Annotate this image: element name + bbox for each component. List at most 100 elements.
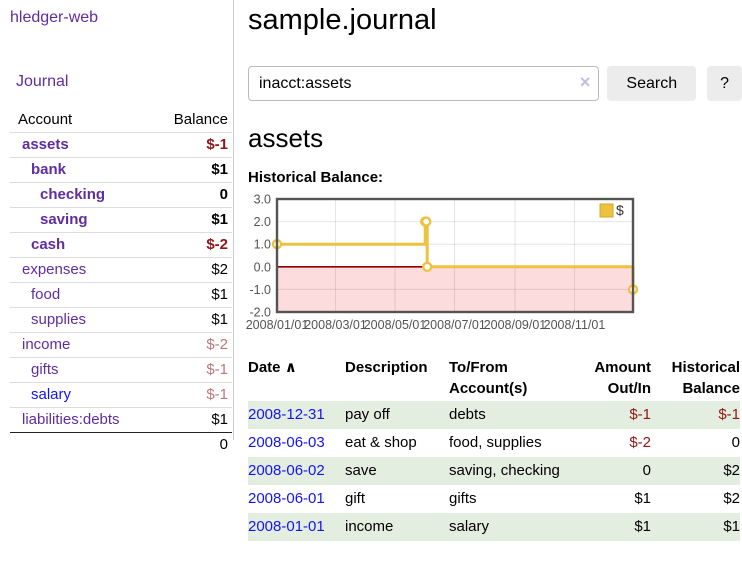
account-balance: 0 [219, 186, 228, 203]
account-balance: $1 [211, 311, 228, 328]
transaction-date-link[interactable]: 2008-01-01 [248, 518, 325, 535]
svg-text:2008/05/01: 2008/05/01 [364, 318, 427, 332]
svg-text:3.0: 3.0 [254, 193, 271, 207]
transaction-balance: 0 [731, 434, 740, 451]
transaction-row[interactable]: 2008-06-01 gift gifts $1 $2 [248, 485, 740, 513]
transaction-accounts: food, supplies [449, 434, 542, 451]
transaction-row[interactable]: 2008-06-02 save saving, checking 0 $2 [248, 457, 740, 485]
txn-col-date[interactable]: Date ∧ [248, 359, 297, 376]
transaction-balance: $1 [723, 518, 740, 535]
account-link[interactable]: salary [31, 386, 72, 403]
search-box: × [248, 66, 600, 101]
page-title: sample.journal [248, 4, 437, 36]
account-row: liabilities:debts $1 [10, 407, 232, 433]
account-link[interactable]: expenses [22, 261, 87, 278]
historical-balance-chart: $3.0 2.0 1.0 0.0 -1.0 -2.0 2008/01/01 2008/03/0… [246, 192, 742, 338]
sidebar-item-journal[interactable]: Journal [16, 73, 69, 90]
svg-text:2008/09/01: 2008/09/01 [484, 318, 547, 332]
transaction-description: gift [345, 490, 366, 507]
help-button[interactable]: ? [707, 66, 742, 101]
main-content: sample.journal × Search ? assets Histori… [246, 0, 742, 541]
transaction-amount: $1 [634, 518, 651, 535]
transaction-row[interactable]: 2008-01-01 income salary $1 $1 [248, 513, 740, 541]
app-title-link[interactable]: hledger-web [10, 9, 99, 26]
txn-col-amount: Amount Out/In [594, 359, 651, 397]
svg-text:2.0: 2.0 [254, 215, 271, 229]
account-row: income $-2 [10, 332, 232, 358]
account-heading: assets [248, 123, 324, 153]
accounts-col-account: Account [18, 111, 73, 128]
account-link[interactable]: assets [22, 136, 69, 153]
transaction-accounts: salary [449, 518, 490, 535]
account-row: expenses $2 [10, 257, 232, 283]
account-link[interactable]: cash [31, 236, 66, 253]
account-link[interactable]: checking [40, 186, 106, 203]
account-balance: $-1 [206, 361, 228, 378]
account-balance: $1 [211, 211, 228, 228]
accounts-total-value: 0 [219, 436, 228, 453]
svg-text:-2.0: -2.0 [249, 306, 271, 320]
transaction-amount: $1 [634, 490, 651, 507]
sidebar: hledger-web Journal Account Balance asse… [0, 0, 234, 453]
chart-title: Historical Balance: [248, 169, 384, 186]
account-row: food $1 [10, 282, 232, 308]
transactions-table: Date ∧ Description To/From Account(s) Am… [248, 355, 740, 541]
account-balance: $1 [211, 286, 228, 303]
transaction-description: income [345, 518, 394, 535]
txn-col-accounts: To/From Account(s) [449, 359, 528, 397]
sort-ascending-icon: ∧ [284, 359, 297, 376]
transaction-date-link[interactable]: 2008-06-02 [248, 462, 325, 479]
clear-search-icon[interactable]: × [579, 72, 591, 92]
chart-canvas: $3.0 2.0 1.0 0.0 -1.0 -2.02008/01/012008/03/0… [246, 193, 639, 332]
svg-text:1.0: 1.0 [254, 238, 271, 252]
svg-text:2008/11/01: 2008/11/01 [544, 318, 606, 332]
accounts-col-balance: Balance [173, 111, 228, 128]
search-input[interactable] [248, 66, 600, 101]
account-link[interactable]: income [22, 336, 71, 353]
transaction-description: save [345, 462, 377, 479]
txn-col-balance: Historical Balance [671, 359, 740, 397]
account-row: supplies $1 [10, 307, 232, 333]
account-balance: $2 [211, 261, 228, 278]
account-link[interactable]: food [31, 286, 61, 303]
account-row: gifts $-1 [10, 357, 232, 383]
txn-col-description: Description [345, 359, 428, 376]
transaction-date-link[interactable]: 2008-06-01 [248, 490, 325, 507]
transaction-row[interactable]: 2008-12-31 pay off debts $-1 $-1 [248, 401, 740, 429]
transaction-balance: $2 [723, 462, 740, 479]
transaction-amount: 0 [642, 462, 651, 479]
transaction-accounts: gifts [449, 490, 477, 507]
account-link[interactable]: supplies [31, 311, 87, 328]
account-balance: $1 [211, 411, 228, 428]
svg-text:-1.0: -1.0 [249, 283, 271, 297]
transaction-balance: $2 [723, 490, 740, 507]
account-balance: $-2 [206, 336, 228, 353]
transaction-description: pay off [345, 406, 390, 423]
account-row: saving $1 [10, 207, 232, 233]
account-link[interactable]: liabilities:debts [22, 411, 120, 428]
account-link[interactable]: gifts [31, 361, 59, 378]
transaction-amount: $-2 [629, 434, 651, 451]
account-row: cash $-2 [10, 232, 232, 258]
transaction-row[interactable]: 2008-06-03 eat & shop food, supplies $-2 0 [248, 429, 740, 457]
transaction-description: eat & shop [345, 434, 417, 451]
search-button[interactable]: Search [607, 66, 697, 101]
transaction-date-link[interactable]: 2008-06-03 [248, 434, 325, 451]
svg-text:0.0: 0.0 [254, 260, 271, 274]
account-row: salary $-1 [10, 382, 232, 408]
transaction-accounts: debts [449, 406, 486, 423]
account-row: bank $1 [10, 157, 232, 183]
svg-text:2008/01/01: 2008/01/01 [246, 318, 309, 332]
account-balance: $1 [211, 161, 228, 178]
account-link[interactable]: saving [40, 211, 88, 228]
account-row: checking 0 [10, 182, 232, 208]
svg-text:$: $ [616, 202, 624, 218]
accounts-table: Account Balance assets $-1 bank $1 checking 0… [10, 107, 232, 457]
account-link[interactable]: bank [31, 161, 67, 178]
transaction-balance: $-1 [718, 406, 740, 423]
account-row: assets $-1 [10, 132, 232, 158]
svg-text:2008/03/01: 2008/03/01 [304, 318, 367, 332]
account-balance: $-1 [206, 136, 228, 153]
transaction-date-link[interactable]: 2008-12-31 [248, 406, 325, 423]
search-form: × Search ? [248, 66, 742, 101]
